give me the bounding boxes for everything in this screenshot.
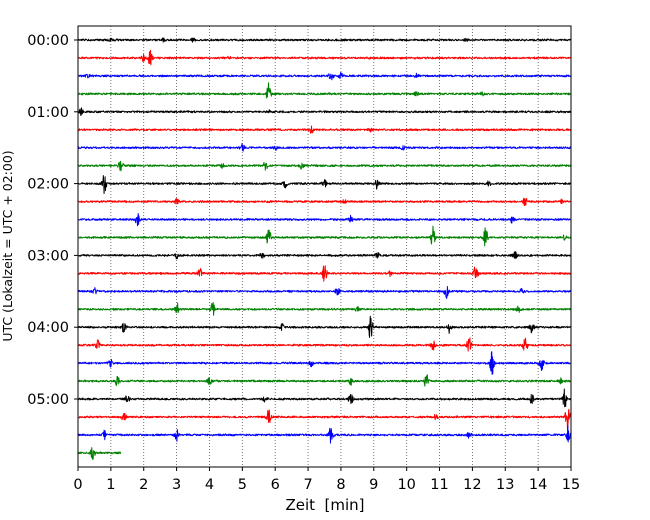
x-tick-label: 3 [172, 477, 181, 493]
seismic-trace [77, 374, 572, 387]
seismic-trace [77, 125, 572, 134]
x-tick-label: 6 [271, 477, 280, 493]
seismic-trace [77, 225, 572, 247]
x-tick-label: 12 [463, 477, 481, 493]
y-tick-label: 04:00 [27, 320, 69, 336]
seismic-trace [77, 337, 572, 352]
y-tick-label: 05:00 [27, 392, 69, 408]
y-tick-label: 01:00 [27, 105, 69, 121]
seismic-trace [77, 175, 572, 195]
plot-frame [77, 25, 572, 468]
x-tick-label: 1 [106, 477, 115, 493]
y-axis-label: UTC (Lokalzeit = UTC + 02:00) [0, 150, 15, 341]
x-tick-label: 14 [529, 477, 547, 493]
seismic-trace [77, 315, 572, 338]
y-axis: 00:00 01:00 02:00 03:00 04:00 05:00 [27, 33, 78, 408]
x-tick-label: 15 [562, 477, 580, 493]
seismic-trace [77, 447, 122, 460]
x-tick-label: 13 [496, 477, 514, 493]
x-tick-label: 5 [238, 477, 247, 493]
seismic-trace [77, 408, 572, 431]
x-axis-label: Zeit [min] [285, 496, 364, 514]
x-tick-label: 11 [430, 477, 448, 493]
seismic-trace [77, 160, 572, 172]
seismic-trace [77, 107, 572, 117]
seismic-trace [77, 285, 572, 299]
x-tick-label: 4 [205, 477, 214, 493]
seismic-trace [77, 82, 572, 99]
seismic-trace [77, 388, 572, 408]
seismic-trace [77, 142, 572, 152]
seismic-trace [77, 213, 572, 227]
y-tick-label: 00:00 [27, 33, 69, 49]
x-tick-label: 9 [369, 477, 378, 493]
seismic-trace [77, 425, 572, 444]
seismic-trace [77, 37, 572, 43]
seismic-trace [77, 197, 572, 207]
y-tick-label: 03:00 [27, 248, 69, 264]
seismic-trace [77, 251, 572, 260]
x-tick-label: 8 [336, 477, 345, 493]
seismic-trace [77, 301, 572, 316]
x-axis: 0 1 2 3 4 5 6 7 8 9 10 11 12 13 14 15 [73, 467, 580, 493]
seismic-trace [77, 49, 572, 66]
seismic-trace [77, 71, 572, 81]
x-tick-label: 7 [303, 477, 312, 493]
x-tick-label: 10 [397, 477, 415, 493]
seismic-trace [77, 351, 572, 375]
seismic-trace [77, 265, 572, 282]
trace-group [77, 37, 572, 460]
y-tick-label: 02:00 [27, 177, 69, 193]
x-tick-label: 2 [139, 477, 148, 493]
x-tick-label: 0 [73, 477, 82, 493]
gridlines [110, 26, 539, 467]
